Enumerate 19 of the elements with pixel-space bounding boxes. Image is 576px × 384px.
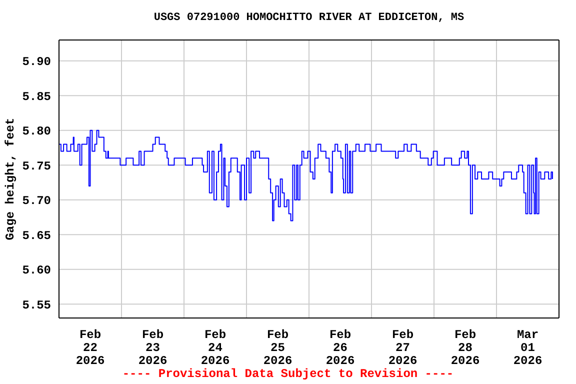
y-tick-label: 5.85 [22, 90, 51, 104]
x-tick-label: Feb 24 2026 [200, 328, 230, 368]
y-tick-label: 5.80 [22, 124, 51, 139]
y-tick-label: 5.70 [22, 194, 51, 208]
y-tick-label: 5.90 [22, 55, 51, 70]
text: ---- Provisional Data Subject to Revision ---- [121, 367, 455, 381]
y-axis-title: Gage height, feet [3, 118, 18, 240]
x-tick-label: Feb 28 2026 [450, 328, 480, 368]
x-tick-label: Feb 25 2026 [263, 328, 292, 368]
x-tick-label: Mar 01 2026 [513, 328, 542, 368]
x-tick-label: Feb 23 2026 [138, 328, 168, 368]
y-tick-label: 5.75 [22, 159, 51, 174]
y-tick-label: 5.65 [22, 228, 51, 243]
y-tick-label: 5.60 [22, 264, 51, 278]
y-tick-label: 5.55 [22, 298, 51, 312]
x-tick-label: Feb 26 2026 [326, 328, 355, 368]
chart-title: USGS 07291000 HOMOCHITTO RIVER AT EDDICETON, MS [152, 12, 466, 24]
x-tick-label: Feb 22 2026 [76, 328, 105, 368]
x-tick-label: Feb 27 2026 [388, 328, 418, 368]
